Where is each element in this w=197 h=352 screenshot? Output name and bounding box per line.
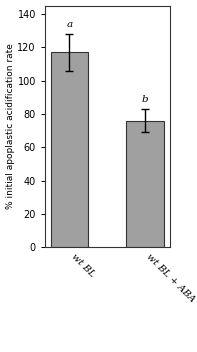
Bar <box>126 121 164 247</box>
Bar <box>50 52 88 247</box>
Text: b: b <box>142 95 148 104</box>
Y-axis label: % initial apoplastic acidification rate: % initial apoplastic acidification rate <box>6 44 15 209</box>
Text: a: a <box>66 20 72 29</box>
